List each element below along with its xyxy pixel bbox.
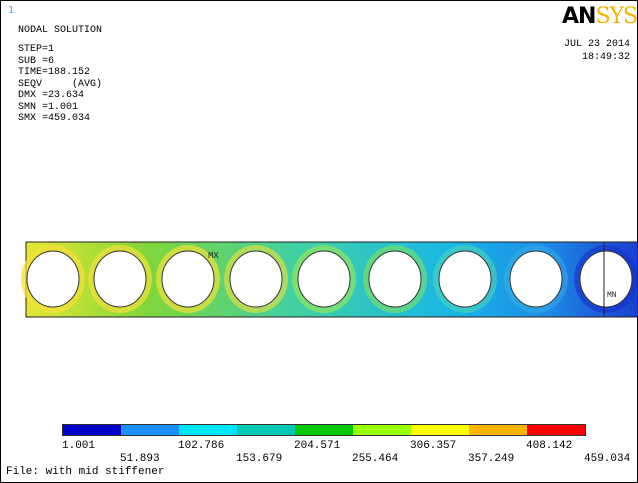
color-bar-segment-5 xyxy=(295,425,353,435)
info-sub: SUB =6 xyxy=(18,55,55,67)
info-step: STEP=1 xyxy=(18,44,55,55)
color-bar-segment-9 xyxy=(527,425,585,435)
holes xyxy=(26,250,633,308)
logo-part2: SYS xyxy=(595,4,638,29)
contour-color-bar xyxy=(62,424,586,436)
legend-label-4: 153.679 xyxy=(236,453,283,465)
color-bar-segment-8 xyxy=(469,425,527,435)
plot-title: NODAL SOLUTION xyxy=(18,25,103,36)
color-bar-segment-7 xyxy=(411,425,469,435)
color-bar-segment-4 xyxy=(237,425,295,435)
info-dmx: DMX =23.634 xyxy=(18,90,85,101)
plot-date: JUL 23 2014 xyxy=(563,39,630,50)
color-bar-segment-6 xyxy=(353,425,411,435)
color-bar-segment-3 xyxy=(179,425,237,435)
info-smn: SMN =1.001 xyxy=(18,101,79,113)
beam-contour-model[interactable]: MX MN xyxy=(0,238,638,323)
legend-label-6: 255.464 xyxy=(352,453,399,465)
legend-label-8: 357.249 xyxy=(468,453,515,465)
legend-label-9: 408.142 xyxy=(526,440,573,452)
info-time: TIME=188.152 xyxy=(18,67,91,78)
color-bar-segment-2 xyxy=(121,425,179,435)
color-bar-segment-1 xyxy=(63,425,121,435)
file-label: File: with mid stiffener xyxy=(6,466,165,478)
legend-label-2: 51.893 xyxy=(120,453,160,465)
logo-part1: AN xyxy=(562,4,596,29)
min-marker: MN xyxy=(607,291,617,300)
legend-label-3: 102.786 xyxy=(178,440,225,452)
legend-label-7: 306.357 xyxy=(410,440,457,452)
solution-info: STEP=1 SUB =6 TIME=188.152 SEQV (AVG) DM… xyxy=(18,44,102,125)
window-number: 1 xyxy=(8,5,15,16)
legend-label-10: 459.034 xyxy=(584,453,631,465)
plot-time: 18:49:32 xyxy=(581,52,630,63)
legend-label-1: 1.001 xyxy=(62,440,96,452)
ansys-logo: ANSYS xyxy=(562,4,638,29)
legend-label-5: 204.571 xyxy=(294,440,341,452)
info-smx: SMX =459.034 xyxy=(18,113,91,124)
info-seqv: SEQV (AVG) xyxy=(18,78,103,90)
max-marker: MX xyxy=(208,251,219,261)
